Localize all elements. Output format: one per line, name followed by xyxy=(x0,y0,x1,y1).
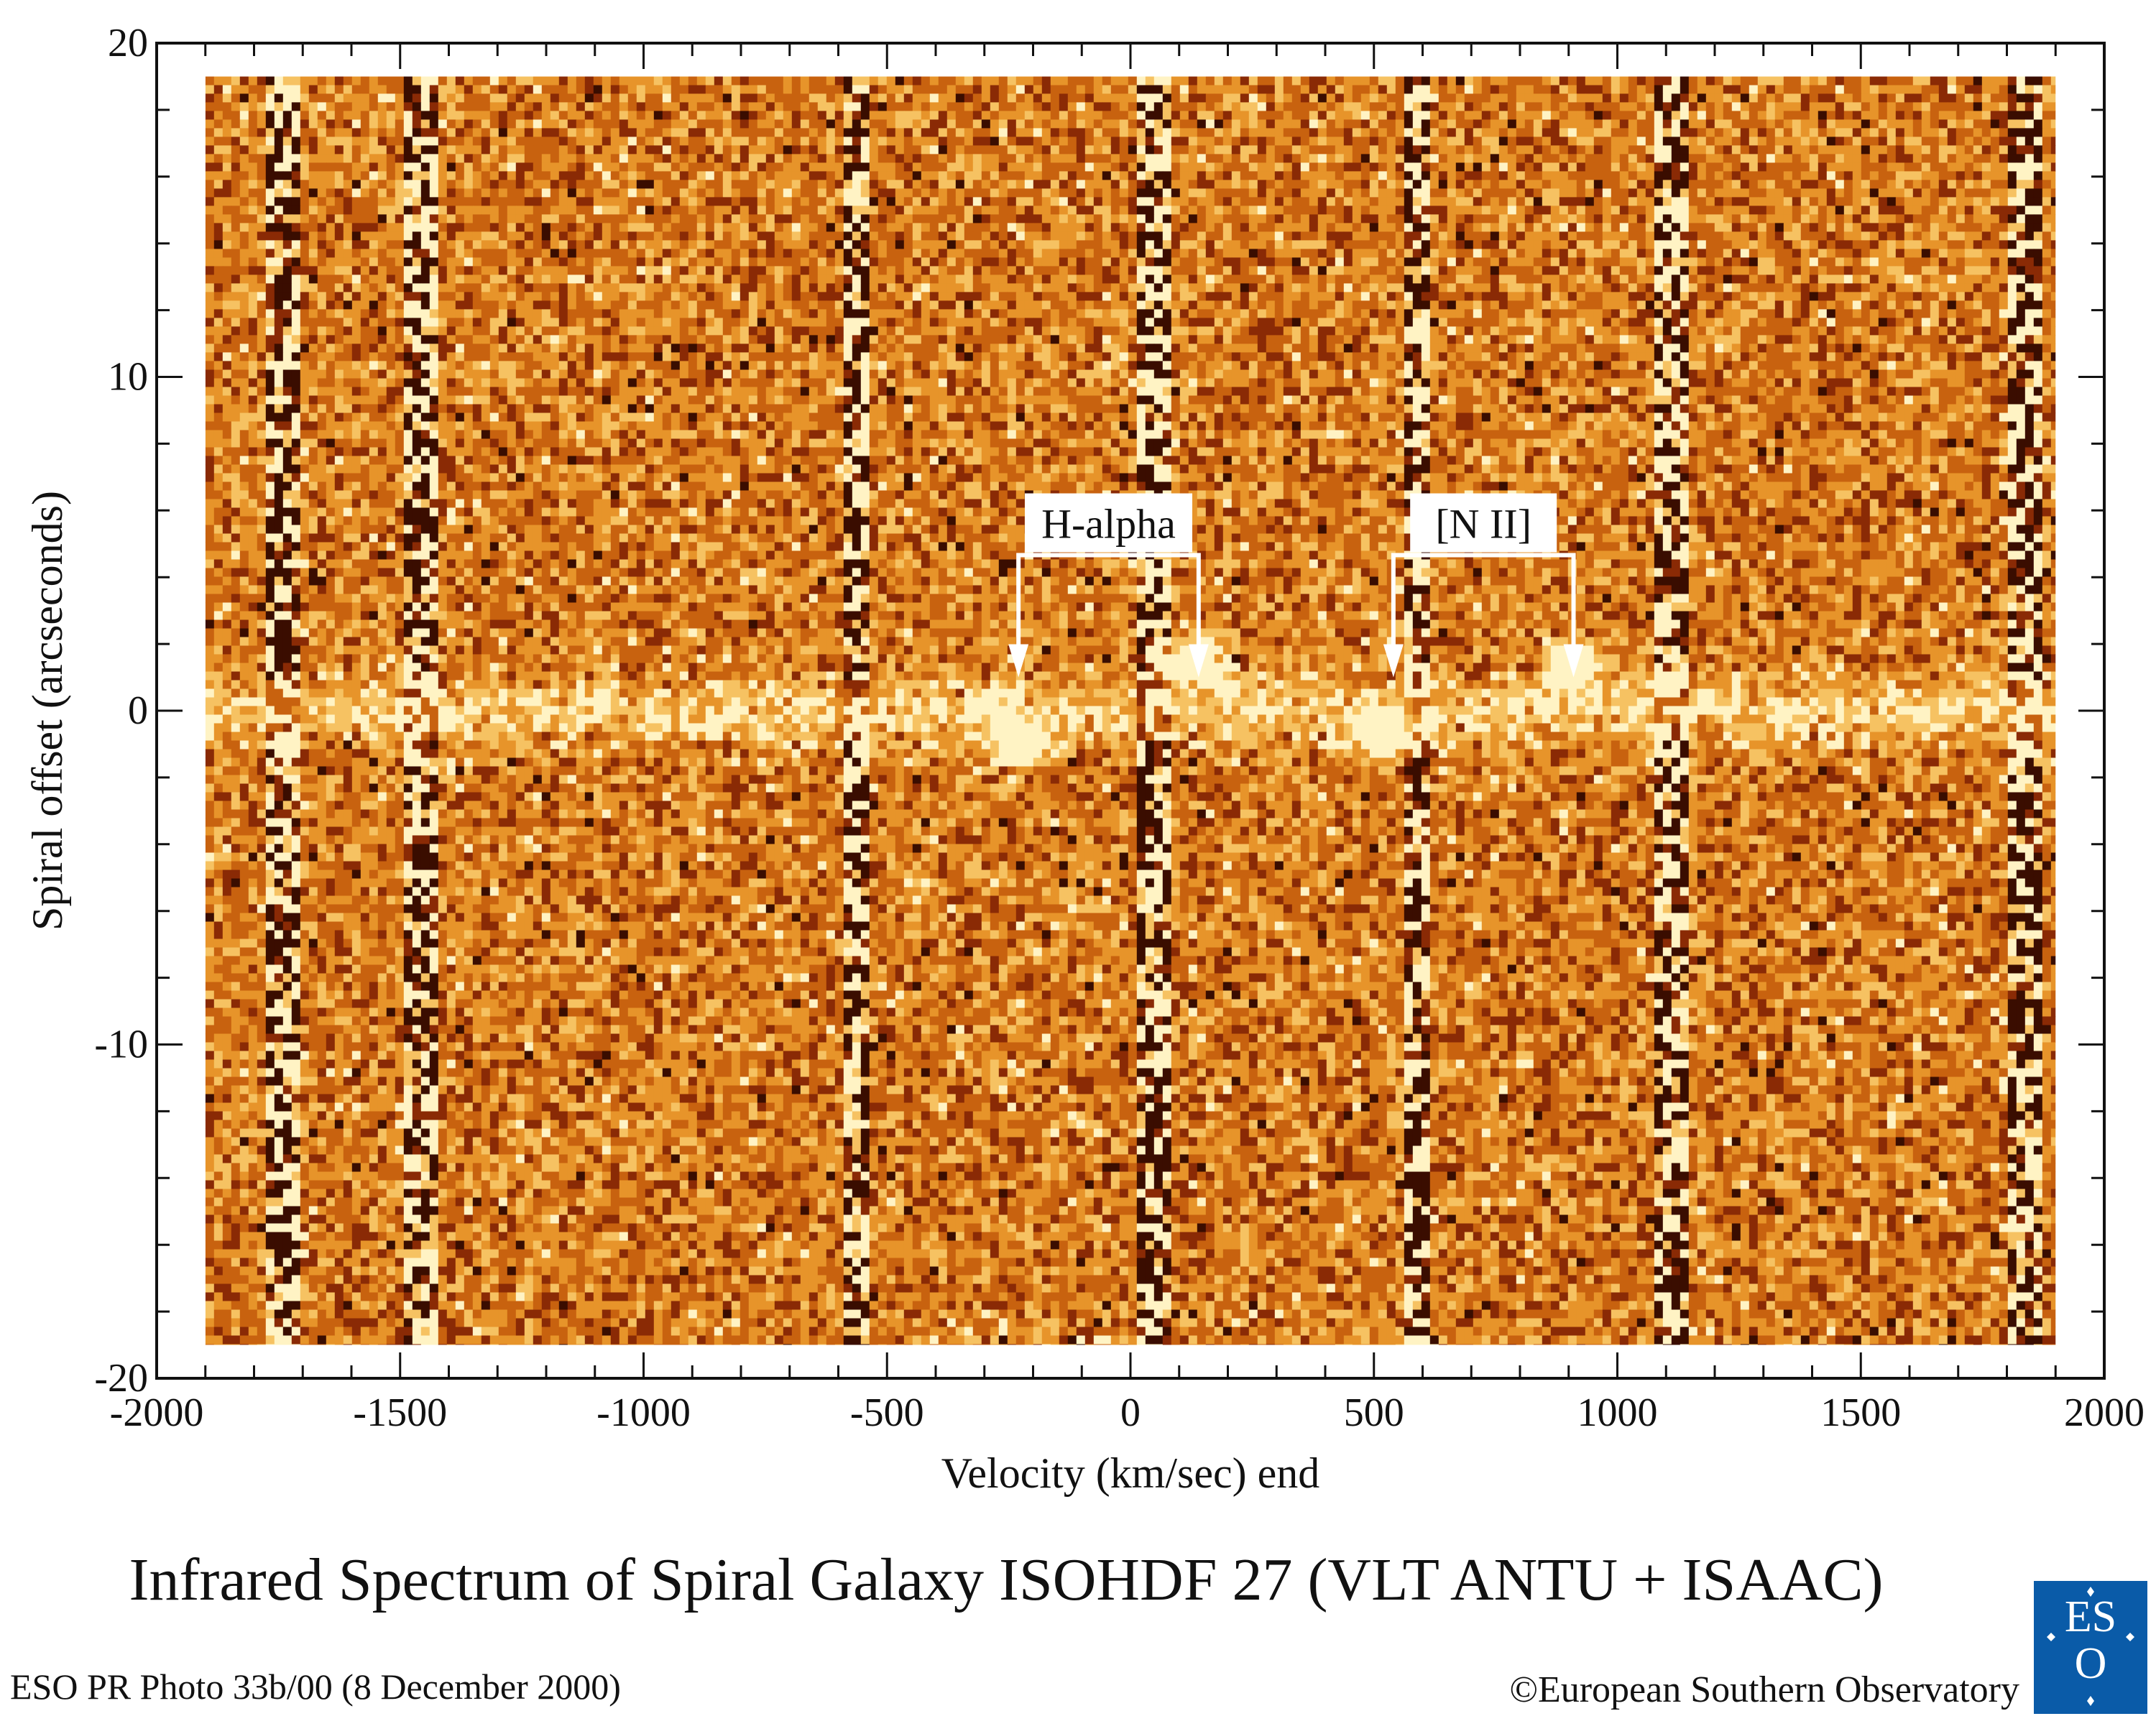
annotation-label: H-alpha xyxy=(1041,501,1176,548)
spectrum-image xyxy=(206,77,2060,1354)
x-tick-label: -1000 xyxy=(596,1391,691,1435)
x-axis-title: Velocity (km/sec) end xyxy=(941,1449,1320,1497)
x-tick-label: 0 xyxy=(1120,1391,1141,1435)
photo-id: ESO PR Photo 33b/00 (8 December 2000) xyxy=(10,1666,621,1707)
x-tick-label: 500 xyxy=(1344,1391,1404,1435)
annotation-label: [N II] xyxy=(1435,501,1531,548)
y-tick-label: 20 xyxy=(108,21,148,65)
y-axis-title: Spiral offset (arcseconds) xyxy=(24,491,71,931)
y-tick-label: -20 xyxy=(94,1356,148,1401)
x-tick-label: -1500 xyxy=(353,1391,447,1435)
y-tick-label: 10 xyxy=(108,355,148,400)
x-tick-label: 2000 xyxy=(2064,1391,2145,1435)
x-tick-label: -500 xyxy=(850,1391,924,1435)
copyright-credit: ©European Southern Observatory xyxy=(1509,1669,2019,1711)
spectrum-chart: -2000 -1500 -1000 -500 0 500 1000 1500 2000 -20-… xyxy=(0,0,2156,1523)
x-tick-label: 1500 xyxy=(1820,1391,1901,1435)
y-tick-labels: -20 -10 0 10 20 xyxy=(94,21,148,1401)
x-tick-label: 1000 xyxy=(1577,1391,1658,1435)
y-tick-label: 0 xyxy=(128,688,148,733)
eso-logo: ES O xyxy=(2034,1581,2147,1714)
y-tick-label: -10 xyxy=(94,1023,148,1067)
x-tick-labels: -2000 -1500 -1000 -500 0 500 1000 1500 2000 xyxy=(110,1391,2145,1435)
chart-title: Infrared Spectrum of Spiral Galaxy ISOHD… xyxy=(0,1545,2012,1615)
